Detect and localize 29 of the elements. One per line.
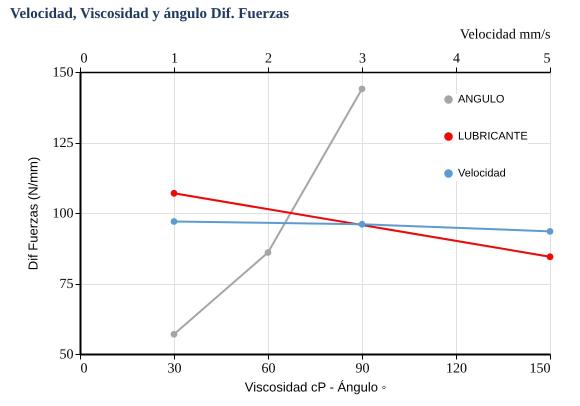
- x2-tick-label: 2: [265, 52, 272, 66]
- x-tick-label: 30: [168, 362, 182, 376]
- legend-label: ANGULO: [458, 94, 505, 106]
- x-tick-label: 150: [530, 362, 550, 376]
- x2-tick-label: 1: [171, 52, 178, 66]
- y-tick-label: 75: [60, 277, 74, 292]
- point: [358, 86, 366, 92]
- x-tick-label: 0: [80, 362, 88, 376]
- x-axis-title: Viscosidad cP - Ángulo ◦: [244, 380, 386, 394]
- y-tick-label: 100: [52, 206, 74, 222]
- x2-axis-title: Velocidad mm/s: [460, 28, 550, 42]
- y-tick-label: 125: [52, 136, 74, 151]
- x-tick-label: 120: [446, 362, 467, 376]
- x2-tick-label: 5: [544, 52, 550, 66]
- y-tick-label: 150: [52, 66, 74, 80]
- x2-tick-label: 0: [80, 52, 88, 66]
- point: [170, 330, 178, 338]
- x2-tick-label: 4: [453, 52, 460, 66]
- y-axis-title: Dif Fuerzas (N/mm): [26, 156, 40, 270]
- point: [170, 190, 178, 197]
- point: [264, 249, 272, 256]
- chart-title: Velocidad, Viscosidad y ángulo Dif. Fuerzas: [10, 6, 290, 22]
- x-tick-label: 90: [356, 362, 370, 376]
- legend-label: Velocidad: [458, 168, 506, 180]
- x2-tick-label: 3: [359, 52, 366, 66]
- point: [546, 253, 554, 260]
- legend-label: LUBRICANTE: [458, 130, 528, 142]
- x-tick-label: 60: [262, 362, 276, 376]
- y-tick-label: 50: [60, 348, 74, 362]
